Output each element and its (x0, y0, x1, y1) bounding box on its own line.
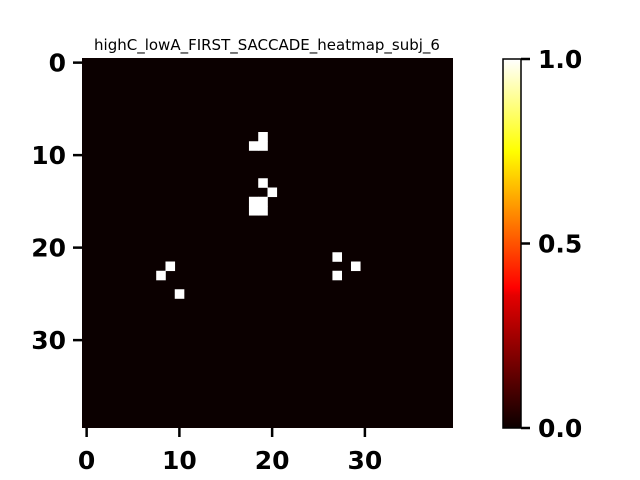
colorbar-gradient (502, 58, 522, 429)
heatmap-cell (248, 141, 259, 151)
heatmap-cell (174, 289, 185, 299)
x-tick-label: 0 (78, 446, 95, 475)
x-tick-label: 10 (162, 446, 197, 475)
y-axis: 0 10 20 30 (31, 49, 82, 355)
heatmap-cell (156, 270, 166, 281)
heatmap-cell (258, 141, 268, 151)
heatmap-cell (248, 206, 259, 216)
heatmap-cell (350, 261, 361, 272)
colorbar-tick-label: 0.0 (538, 414, 582, 443)
colorbar-ticks: 0.0 0.5 1.0 (521, 45, 582, 443)
heatmap-cell (258, 178, 268, 188)
x-tick-label: 20 (255, 446, 290, 475)
heatmap-cells (156, 132, 361, 299)
heatmap-plot-area (82, 58, 453, 428)
x-axis: 0 10 20 30 (78, 428, 382, 475)
heatmap-cell (248, 196, 259, 207)
x-tick-label: 30 (347, 446, 382, 475)
heatmap-cell (258, 132, 268, 142)
y-tick-label: 20 (31, 234, 66, 263)
heatmap-cell (332, 270, 343, 281)
y-tick-label: 30 (31, 326, 66, 355)
y-tick-label: 10 (31, 141, 66, 170)
heatmap-cell (332, 252, 343, 262)
heatmap-cell (258, 196, 268, 207)
heatmap-cell (165, 261, 176, 272)
y-tick-label: 0 (49, 49, 66, 78)
heatmap-cell (258, 206, 268, 216)
chart-title: highC_lowA_FIRST_SACCADE_heatmap_subj_6 (94, 36, 440, 55)
colorbar-tick-label: 0.5 (538, 230, 582, 259)
heatmap-background (82, 58, 453, 428)
heatmap-cell (267, 187, 278, 198)
colorbar-tick-label: 1.0 (538, 45, 582, 74)
colorbar: 0.0 0.5 1.0 (502, 45, 582, 443)
